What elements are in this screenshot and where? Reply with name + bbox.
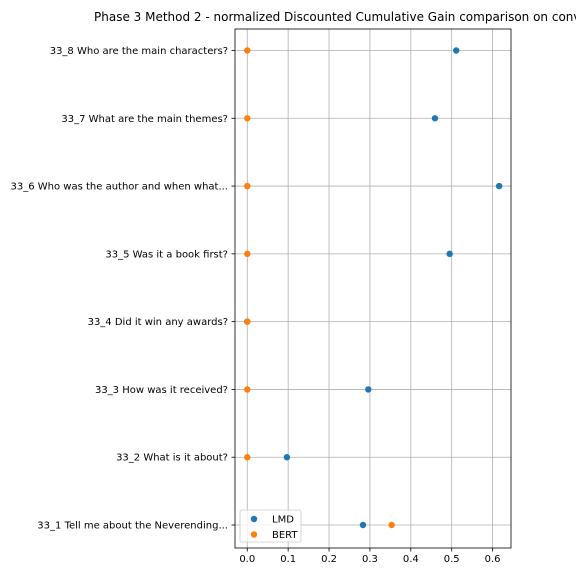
y-tick-label: 33_7 What are the main themes? — [61, 114, 228, 125]
data-point-bert — [244, 386, 251, 393]
x-tick-label: 0.3 — [362, 554, 378, 565]
y-tick-label: 33_5 Was it a book first? — [105, 249, 228, 260]
x-tick-label: 0.1 — [280, 554, 296, 565]
data-point-lmd — [365, 386, 372, 393]
legend-label-bert: BERT — [272, 530, 298, 541]
y-tick-label: 33_3 How was it received? — [95, 385, 228, 396]
data-point-lmd — [453, 47, 460, 54]
x-axis: 0.0 0.1 0.2 0.3 0.4 0.5 0.6 — [239, 548, 501, 565]
data-points — [244, 47, 503, 529]
x-tick-label: 0.4 — [403, 554, 419, 565]
data-point-bert — [244, 318, 251, 325]
chart-title: Phase 3 Method 2 - normalized Discounted… — [94, 10, 576, 24]
y-tick-label: 33_4 Did it win any awards? — [88, 317, 228, 328]
y-tick-label: 33_6 Who was the author and when what... — [11, 182, 229, 193]
y-tick-label: 33_1 Tell me about the Neverending... — [37, 521, 228, 532]
x-tick-label: 0.0 — [239, 554, 255, 565]
legend-marker-bert — [250, 531, 258, 538]
legend: LMD BERT — [239, 509, 302, 543]
y-axis: 33_1 Tell me about the Neverending... 33_… — [11, 46, 235, 532]
data-point-bert — [388, 521, 395, 529]
x-tick-label: 0.2 — [321, 554, 337, 565]
data-point-lmd — [431, 115, 439, 122]
data-point-bert — [244, 250, 251, 258]
legend-marker-lmd — [250, 515, 258, 523]
data-point-bert — [244, 47, 251, 54]
grid — [235, 29, 511, 548]
y-tick-label: 33_2 What is it about? — [116, 453, 228, 464]
plot-frame — [234, 28, 512, 549]
data-point-lmd — [359, 521, 367, 529]
data-point-bert — [244, 182, 251, 190]
data-point-bert — [244, 115, 251, 122]
data-point-bert — [244, 454, 251, 461]
x-tick-label: 0.6 — [485, 554, 501, 565]
y-tick-label: 33_8 Who are the main characters? — [50, 46, 228, 57]
data-point-lmd — [446, 250, 453, 258]
data-point-lmd — [495, 182, 503, 190]
legend-label-lmd: LMD — [272, 515, 294, 526]
data-point-lmd — [283, 454, 291, 461]
x-tick-label: 0.5 — [444, 554, 460, 565]
